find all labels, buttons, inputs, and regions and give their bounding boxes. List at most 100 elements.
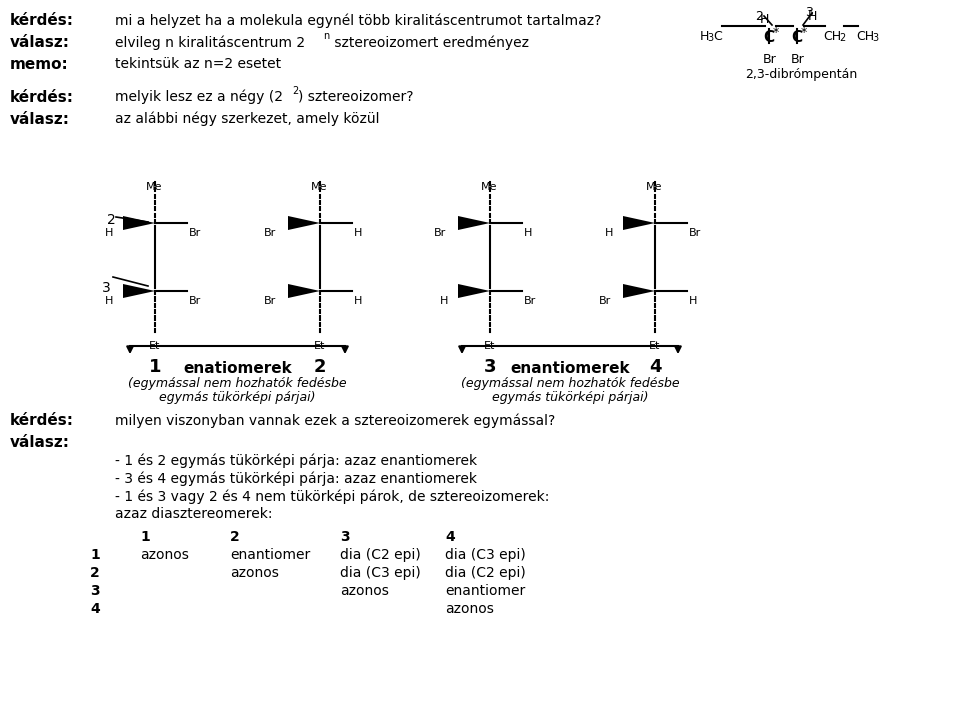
Text: H: H: [524, 228, 533, 238]
Text: 2,3-dibrómpentán: 2,3-dibrómpentán: [745, 68, 857, 81]
Text: enatiomerek: enatiomerek: [183, 361, 292, 376]
Text: Me: Me: [146, 182, 162, 192]
Text: Me: Me: [646, 182, 662, 192]
Text: Br: Br: [524, 296, 537, 306]
Text: H: H: [354, 296, 362, 306]
Text: H: H: [354, 228, 362, 238]
Text: enantiomer: enantiomer: [445, 584, 525, 598]
Text: azaz diasztereomerek:: azaz diasztereomerek:: [115, 507, 273, 521]
Text: C: C: [763, 30, 774, 45]
Text: ) sztereoizomer?: ) sztereoizomer?: [298, 90, 414, 104]
Text: enantiomer: enantiomer: [230, 548, 310, 562]
Text: Et: Et: [314, 341, 325, 351]
Text: azonos: azonos: [140, 548, 189, 562]
Text: 4: 4: [445, 530, 455, 544]
Polygon shape: [458, 216, 490, 230]
Text: 2: 2: [107, 213, 116, 227]
Text: azonos: azonos: [230, 566, 278, 580]
Text: dia (C2 epi): dia (C2 epi): [340, 548, 420, 562]
Polygon shape: [288, 216, 320, 230]
Text: 3: 3: [340, 530, 349, 544]
Text: 3: 3: [805, 6, 813, 19]
Text: Me: Me: [311, 182, 327, 192]
Text: *: *: [801, 26, 807, 39]
Text: CH: CH: [856, 30, 875, 43]
Text: H: H: [689, 296, 697, 306]
Text: válasz:: válasz:: [10, 35, 70, 50]
Text: 3: 3: [90, 584, 100, 598]
Text: CH: CH: [823, 30, 841, 43]
Text: C: C: [791, 30, 803, 45]
Text: (egymással nem hozhatók fedésbe: (egymással nem hozhatók fedésbe: [129, 377, 347, 390]
Text: 2: 2: [292, 86, 299, 96]
Text: dia (C3 epi): dia (C3 epi): [445, 548, 526, 562]
Text: Br: Br: [599, 296, 612, 306]
Text: H: H: [105, 296, 113, 306]
Text: Br: Br: [689, 228, 701, 238]
Text: 3: 3: [102, 281, 110, 295]
Text: 3: 3: [872, 33, 878, 43]
Text: kérdés:: kérdés:: [10, 413, 74, 428]
Text: 2: 2: [839, 33, 845, 43]
Text: tekintsük az n=2 esetet: tekintsük az n=2 esetet: [115, 57, 281, 71]
Text: H: H: [808, 10, 817, 23]
Text: Et: Et: [484, 341, 495, 351]
Text: azonos: azonos: [445, 602, 493, 616]
Text: dia (C3 epi): dia (C3 epi): [340, 566, 420, 580]
Text: n: n: [323, 31, 329, 41]
Text: Br: Br: [189, 296, 202, 306]
Text: memo:: memo:: [10, 57, 69, 72]
Polygon shape: [288, 284, 320, 298]
Text: H: H: [700, 30, 709, 43]
Polygon shape: [123, 216, 155, 230]
Text: sztereoizomert eredményez: sztereoizomert eredményez: [330, 35, 529, 49]
Text: 4: 4: [90, 602, 100, 616]
Text: elvileg n kiralitáscentrum 2: elvileg n kiralitáscentrum 2: [115, 35, 305, 49]
Text: egymás tükörképi párjai): egymás tükörképi párjai): [159, 391, 316, 404]
Text: 1: 1: [149, 358, 161, 376]
Text: Et: Et: [649, 341, 660, 351]
Polygon shape: [123, 284, 155, 298]
Text: - 1 és 2 egymás tükörképi párja: azaz enantiomerek: - 1 és 2 egymás tükörképi párja: azaz en…: [115, 453, 477, 468]
Text: Br: Br: [763, 53, 777, 66]
Text: 3: 3: [484, 358, 496, 376]
Text: 2: 2: [230, 530, 240, 544]
Text: - 1 és 3 vagy 2 és 4 nem tükörképi párok, de sztereoizomerek:: - 1 és 3 vagy 2 és 4 nem tükörképi párok…: [115, 489, 549, 503]
Text: - 3 és 4 egymás tükörképi párja: azaz enantiomerek: - 3 és 4 egymás tükörképi párja: azaz en…: [115, 471, 477, 486]
Text: dia (C2 epi): dia (C2 epi): [445, 566, 526, 580]
Text: válasz:: válasz:: [10, 435, 70, 450]
Text: Br: Br: [264, 296, 276, 306]
Text: kérdés:: kérdés:: [10, 13, 74, 28]
Text: mi a helyzet ha a molekula egynél több kiralitáscentrumot tartalmaz?: mi a helyzet ha a molekula egynél több k…: [115, 13, 601, 27]
Text: H: H: [760, 13, 769, 26]
Text: 2: 2: [90, 566, 100, 580]
Text: Me: Me: [481, 182, 497, 192]
Polygon shape: [623, 216, 655, 230]
Text: 1: 1: [140, 530, 150, 544]
Text: H: H: [440, 296, 448, 306]
Text: 1: 1: [90, 548, 100, 562]
Text: Br: Br: [434, 228, 446, 238]
Text: kérdés:: kérdés:: [10, 90, 74, 105]
Text: Br: Br: [189, 228, 202, 238]
Text: C: C: [713, 30, 722, 43]
Text: Br: Br: [264, 228, 276, 238]
Text: azonos: azonos: [340, 584, 389, 598]
Text: Br: Br: [791, 53, 804, 66]
Polygon shape: [623, 284, 655, 298]
Text: Et: Et: [149, 341, 160, 351]
Text: milyen viszonyban vannak ezek a sztereoizomerek egymással?: milyen viszonyban vannak ezek a sztereoi…: [115, 413, 555, 427]
Text: H: H: [105, 228, 113, 238]
Text: *: *: [773, 26, 780, 39]
Text: 2: 2: [314, 358, 326, 376]
Text: az alábbi négy szerkezet, amely közül: az alábbi négy szerkezet, amely közül: [115, 112, 379, 127]
Text: egymás tükörképi párjai): egymás tükörképi párjai): [492, 391, 648, 404]
Text: H: H: [605, 228, 613, 238]
Text: 4: 4: [649, 358, 661, 376]
Text: 3: 3: [707, 33, 713, 43]
Text: 2: 2: [755, 10, 763, 23]
Text: melyik lesz ez a négy (2: melyik lesz ez a négy (2: [115, 90, 283, 105]
Text: (egymással nem hozhatók fedésbe: (egymással nem hozhatók fedésbe: [461, 377, 680, 390]
Polygon shape: [458, 284, 490, 298]
Text: válasz:: válasz:: [10, 112, 70, 127]
